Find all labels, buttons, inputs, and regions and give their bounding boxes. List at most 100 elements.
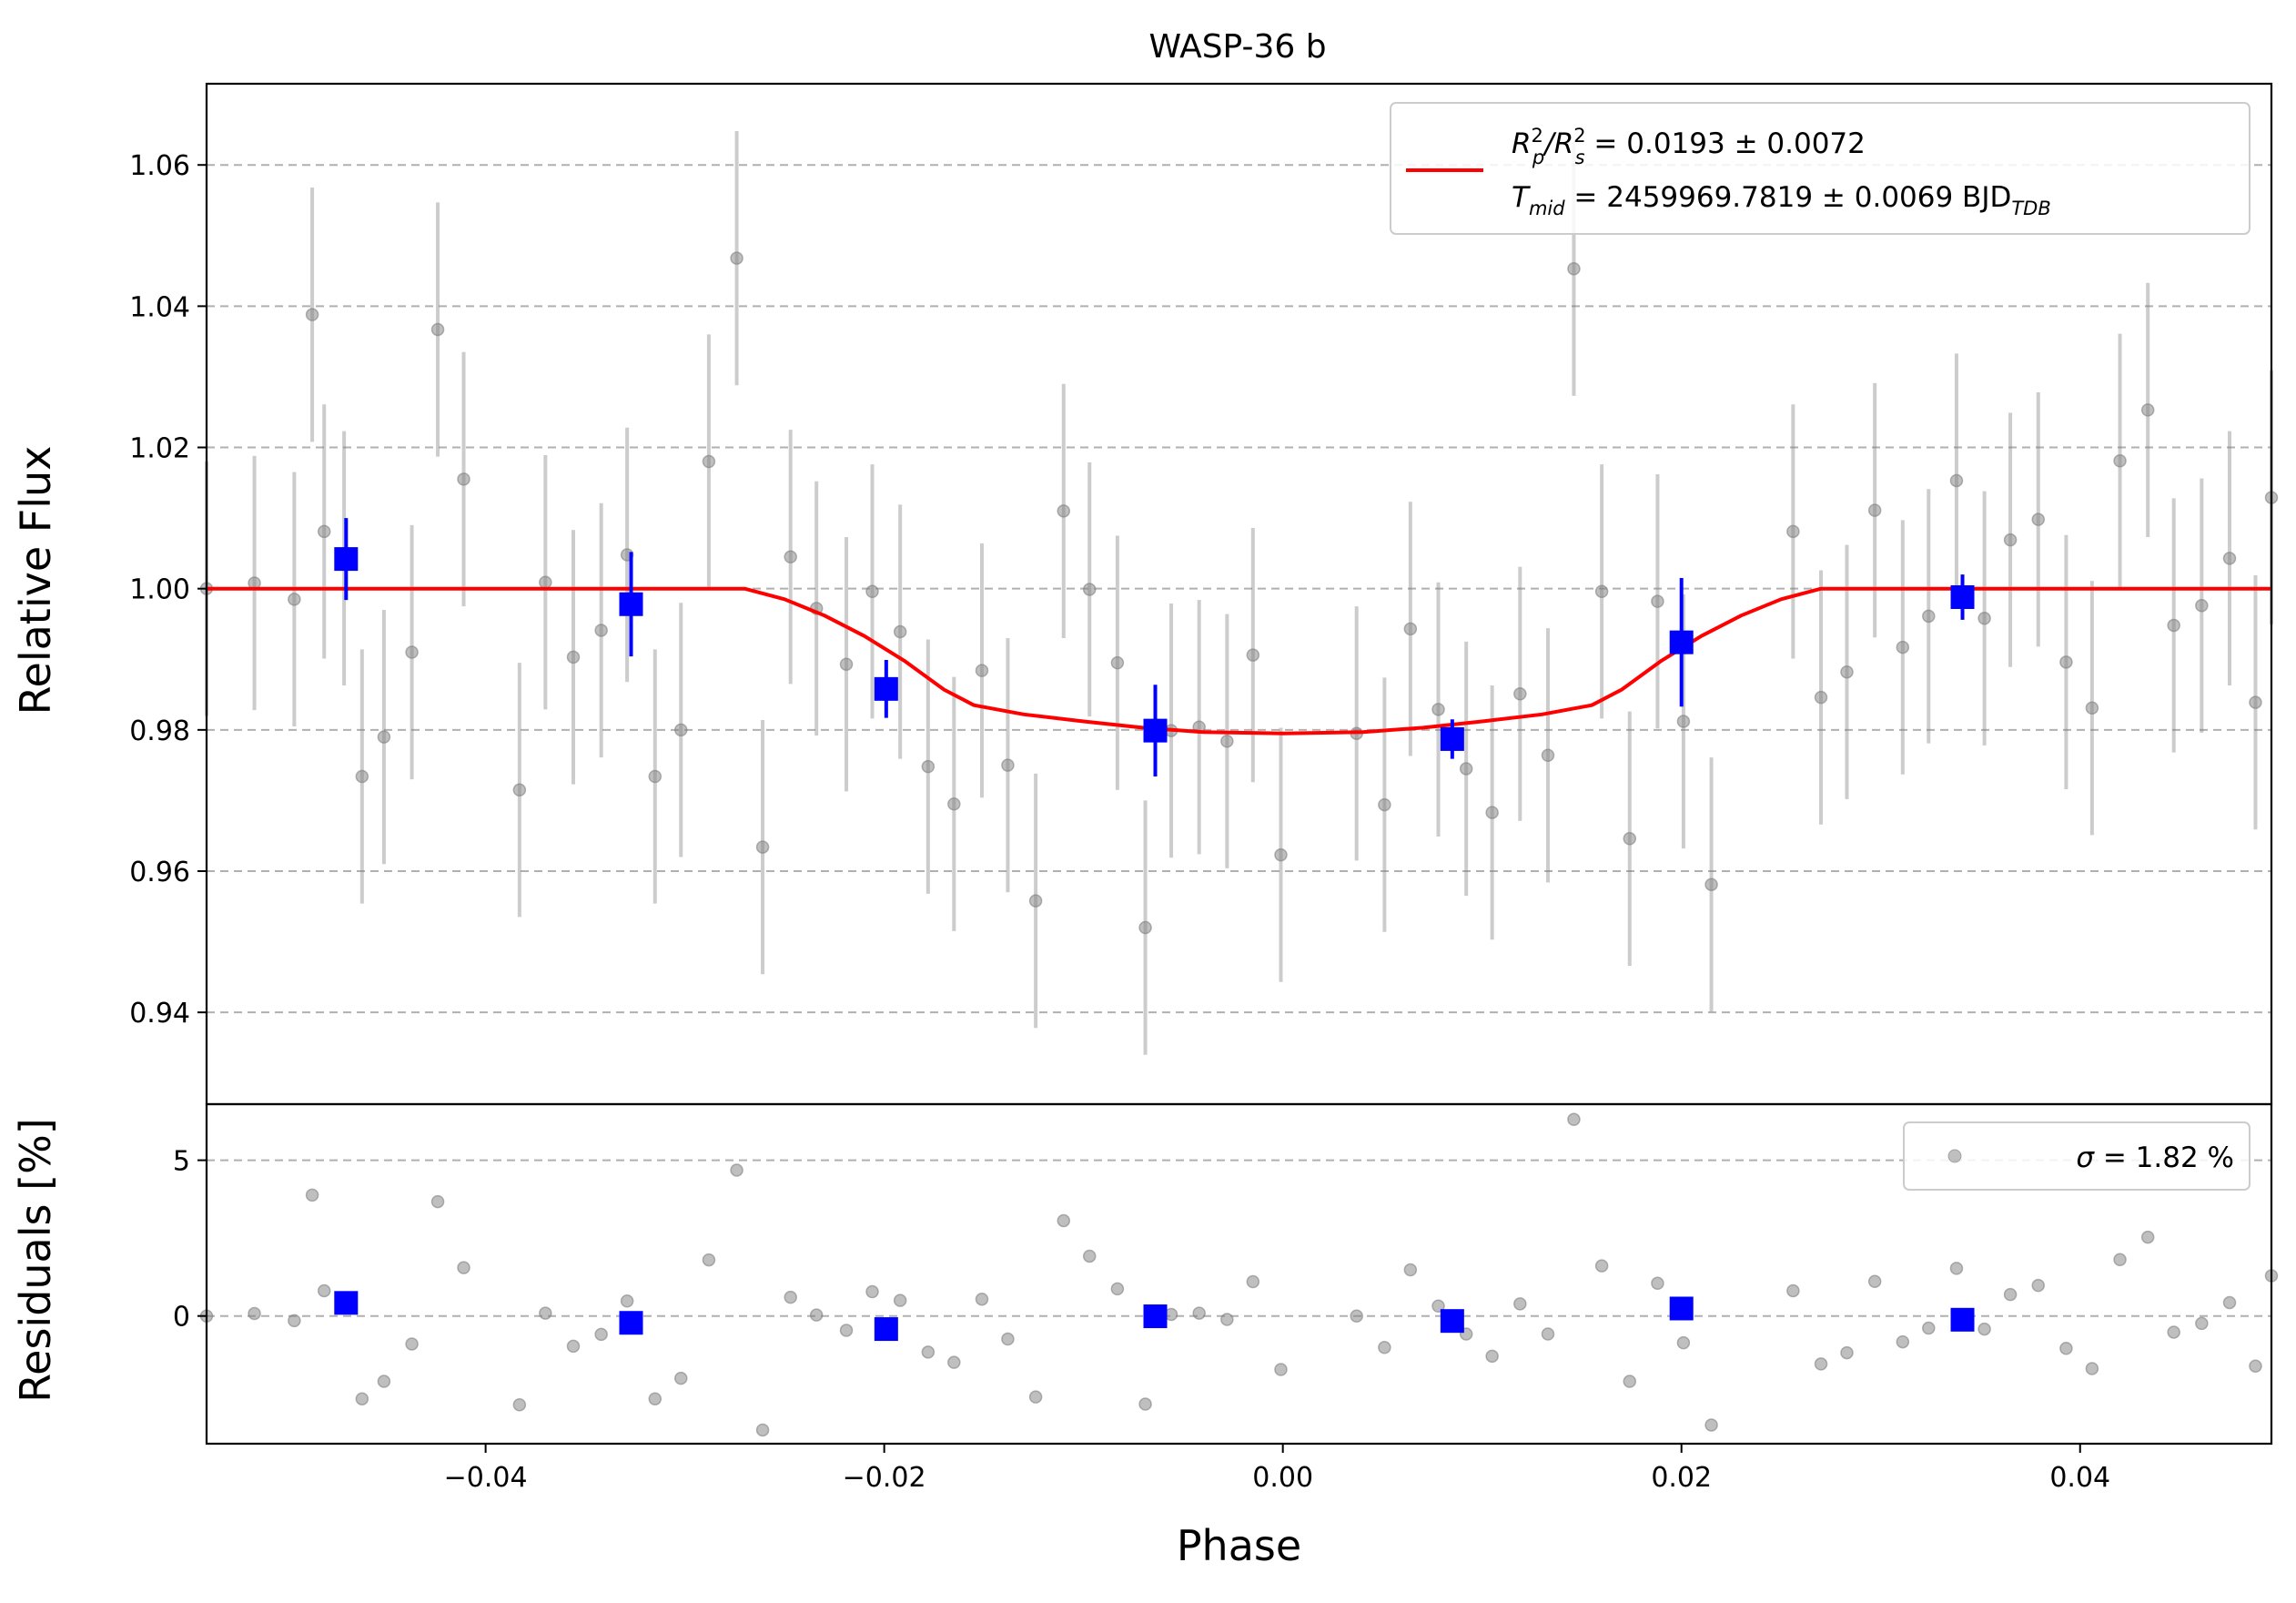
flux-y-ticks: 0.94 0.96 0.98 1.00 1.02 1.04 1.06 bbox=[129, 150, 207, 1030]
residuals-raw-point bbox=[2003, 1287, 2018, 1302]
residuals-raw-point bbox=[377, 1375, 391, 1388]
residuals-raw-point bbox=[1138, 1397, 1152, 1411]
phase-x-ticks: −0.04 −0.02 0.00 0.02 0.04 bbox=[444, 1444, 2110, 1494]
residuals-raw-point bbox=[784, 1290, 797, 1304]
flux-raw-point bbox=[1814, 690, 1828, 705]
flux-raw-point bbox=[1028, 894, 1043, 908]
residuals-raw-point bbox=[305, 1188, 319, 1202]
residuals-raw-point bbox=[755, 1423, 770, 1437]
residuals-raw-point bbox=[1867, 1274, 1882, 1288]
flux-raw-point bbox=[1082, 583, 1097, 596]
legend-rs-sup: 2 bbox=[1573, 125, 1585, 147]
flux-legend-box bbox=[1390, 102, 2250, 235]
flux-y-tick-label: 1.00 bbox=[129, 574, 190, 606]
residuals-raw-point bbox=[1594, 1259, 1609, 1273]
residuals-raw-point bbox=[1274, 1363, 1288, 1376]
flux-y-tick-label: 0.96 bbox=[129, 857, 190, 888]
legend-tmid-value: = 2459969.7819 ± 0.0069 BJD bbox=[1565, 181, 2012, 214]
residuals-raw-point bbox=[355, 1392, 369, 1405]
transit-model-curve bbox=[207, 586, 2271, 736]
flux-y-tick-label: 0.94 bbox=[129, 998, 190, 1030]
residuals-y-tick-label: 0 bbox=[173, 1302, 190, 1334]
residuals-raw-point bbox=[839, 1324, 854, 1337]
residuals-raw-point bbox=[2085, 1362, 2099, 1375]
residuals-raw-point bbox=[2249, 1359, 2262, 1374]
residuals-raw-point bbox=[975, 1292, 989, 1306]
residuals-raw-point bbox=[594, 1327, 608, 1342]
legend-t-symbol: T bbox=[1512, 181, 1531, 214]
residuals-raw-point bbox=[1896, 1334, 1910, 1349]
residuals-raw-point bbox=[1403, 1263, 1418, 1277]
residuals-raw-point bbox=[566, 1339, 581, 1354]
residuals-raw-point bbox=[1922, 1321, 1936, 1335]
flux-binned-point bbox=[1950, 584, 1975, 609]
flux-raw-point bbox=[1513, 687, 1527, 701]
flux-raw-point bbox=[1138, 920, 1152, 935]
flux-y-tick-label: 1.02 bbox=[129, 433, 190, 465]
flux-raw-point bbox=[2249, 695, 2262, 709]
flux-raw-point bbox=[921, 759, 936, 774]
flux-binned-points bbox=[334, 518, 1975, 777]
residuals-raw-point bbox=[1028, 1390, 1043, 1404]
residuals-raw-point bbox=[539, 1306, 552, 1320]
flux-raw-point bbox=[1786, 524, 1800, 539]
residuals-raw-point bbox=[1220, 1313, 1234, 1326]
residuals-raw-point bbox=[2059, 1342, 2073, 1355]
residuals-raw-point bbox=[2195, 1316, 2209, 1331]
residuals-binned-point bbox=[1950, 1307, 1975, 1332]
residuals-legend-box bbox=[1903, 1121, 2250, 1191]
residuals-raw-point bbox=[288, 1314, 301, 1328]
phase-x-tick-label: 0.02 bbox=[1651, 1462, 1712, 1494]
flux-binned-point bbox=[1440, 726, 1464, 751]
residuals-raw-point bbox=[1840, 1345, 1854, 1360]
residuals-y-ticks: 05 bbox=[173, 1146, 207, 1334]
flux-raw-point bbox=[1403, 622, 1418, 636]
residuals-raw-point bbox=[1082, 1249, 1097, 1263]
flux-raw-point bbox=[947, 797, 961, 811]
flux-raw-point bbox=[893, 624, 907, 639]
flux-legend-tmid-text: Tmid = 2459969.7819 ± 0.0069 BJDTDB bbox=[1512, 181, 2051, 219]
flux-raw-point bbox=[457, 472, 470, 486]
residuals-raw-point bbox=[947, 1355, 961, 1369]
flux-raw-point bbox=[1459, 762, 1473, 776]
flux-raw-point bbox=[1220, 734, 1234, 748]
flux-raw-point bbox=[2085, 701, 2099, 715]
residuals-raw-point bbox=[674, 1371, 688, 1385]
flux-raw-point bbox=[1867, 503, 1882, 517]
residuals-raw-point bbox=[430, 1194, 445, 1209]
flux-raw-point bbox=[566, 650, 581, 665]
residuals-raw-point bbox=[2222, 1295, 2237, 1310]
residuals-raw-point bbox=[1704, 1418, 1718, 1432]
residuals-binned-point bbox=[334, 1291, 359, 1315]
flux-raw-point bbox=[1594, 584, 1609, 599]
residuals-raw-point bbox=[317, 1283, 331, 1298]
residuals-binned-points bbox=[334, 1291, 1975, 1342]
flux-binned-point bbox=[619, 592, 643, 616]
residuals-raw-point bbox=[1977, 1322, 1991, 1336]
residuals-panel-frame bbox=[205, 1102, 2273, 1446]
flux-y-tick-label: 1.04 bbox=[129, 291, 190, 323]
residuals-raw-point bbox=[512, 1397, 527, 1412]
flux-raw-point bbox=[1922, 609, 1936, 624]
residuals-raw-point bbox=[2113, 1253, 2127, 1267]
residuals-raw-point bbox=[809, 1308, 824, 1322]
flux-raw-point bbox=[377, 730, 391, 744]
legend-sigma-value: = 1.82 % bbox=[2094, 1141, 2234, 1174]
residuals-raw-point bbox=[648, 1392, 663, 1405]
residuals-panel: 05 −0.04 −0.02 0.00 0.02 0.04 Residuals [%] … bbox=[11, 1102, 2279, 1570]
flux-binned-point bbox=[334, 547, 359, 572]
flux-raw-point bbox=[1110, 655, 1125, 670]
flux-raw-point bbox=[1001, 758, 1015, 772]
phase-x-tick-label: −0.04 bbox=[444, 1462, 528, 1494]
flux-binned-point bbox=[874, 676, 898, 701]
phase-x-tick-label: 0.00 bbox=[1252, 1462, 1313, 1494]
residuals-y-axis-label: Residuals [%] bbox=[11, 1118, 60, 1402]
flux-raw-point bbox=[1623, 832, 1637, 846]
residuals-raw-point bbox=[1246, 1274, 1260, 1289]
flux-raw-point bbox=[405, 645, 419, 659]
residuals-raw-point bbox=[620, 1294, 634, 1308]
flux-raw-point bbox=[755, 840, 770, 854]
flux-raw-point bbox=[305, 308, 319, 321]
residuals-binned-point bbox=[1143, 1304, 1168, 1329]
